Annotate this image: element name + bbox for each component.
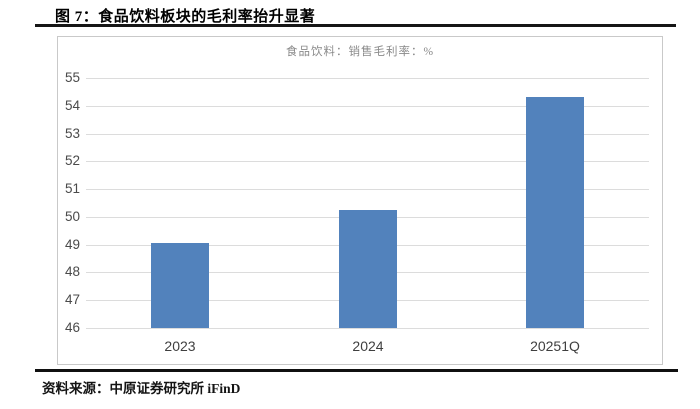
gridline: [86, 328, 649, 329]
title-divider: [35, 24, 676, 27]
bar-2023: [151, 243, 209, 328]
chart-frame: 食品饮料：销售毛利率：% 46 47 48 49 50 51 52 53 54 55 2023 202…: [57, 36, 663, 365]
gridline: [86, 106, 649, 107]
y-axis-label: 53: [64, 126, 80, 141]
y-axis-label: 52: [64, 153, 80, 168]
y-axis-label: 50: [64, 209, 80, 224]
figure-title: 图 7：食品饮料板块的毛利率抬升显著: [55, 9, 316, 25]
y-axis-label: 47: [64, 292, 80, 307]
gridline: [86, 161, 649, 162]
plot-area: 46 47 48 49 50 51 52 53 54 55 2023 2024 20251Q: [65, 70, 649, 354]
y-axis-label: 54: [64, 98, 80, 113]
gridline: [86, 189, 649, 190]
y-axis-label: 49: [64, 237, 80, 252]
x-axis-label: 2023: [164, 338, 196, 354]
gridline: [86, 134, 649, 135]
gridline: [86, 78, 649, 79]
bar-2024: [339, 210, 397, 328]
chart-legend: 食品饮料：销售毛利率：%: [285, 46, 435, 58]
x-axis-label: 2024: [352, 338, 384, 354]
y-axis-label: 51: [64, 181, 80, 196]
y-axis-label: 55: [64, 70, 80, 85]
bar-20251Q: [526, 97, 584, 328]
source-text: 资料来源：中原证券研究所 iFinD: [42, 381, 241, 396]
y-axis-label: 46: [64, 320, 80, 335]
source-divider: [35, 369, 678, 372]
x-axis-label: 20251Q: [530, 338, 580, 354]
y-axis-label: 48: [64, 264, 80, 279]
